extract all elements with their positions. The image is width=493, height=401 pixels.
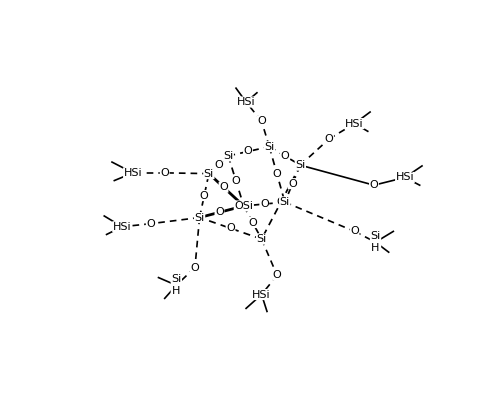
- Text: O: O: [281, 151, 289, 161]
- Text: Si
H: Si H: [370, 231, 381, 253]
- Text: O: O: [273, 169, 282, 179]
- Text: HSi: HSi: [345, 119, 364, 129]
- Text: O: O: [191, 263, 199, 273]
- Text: Si: Si: [204, 169, 214, 178]
- Text: Si: Si: [256, 234, 267, 244]
- Text: O: O: [226, 223, 235, 233]
- Text: O: O: [232, 176, 241, 186]
- Text: Si: Si: [295, 160, 306, 170]
- Text: HSi: HSi: [113, 222, 132, 232]
- Text: O: O: [244, 146, 252, 156]
- Text: O: O: [200, 190, 209, 200]
- Text: O: O: [277, 197, 285, 207]
- Text: O: O: [257, 116, 266, 126]
- Text: O: O: [248, 217, 257, 227]
- Text: O: O: [219, 182, 228, 192]
- Text: O: O: [370, 180, 378, 190]
- Text: O: O: [215, 207, 224, 217]
- Text: O: O: [273, 270, 282, 280]
- Text: O: O: [146, 219, 155, 229]
- Text: O: O: [350, 227, 359, 236]
- Text: HSi: HSi: [252, 290, 271, 300]
- Text: Si: Si: [280, 197, 290, 207]
- Text: O: O: [324, 134, 333, 144]
- Text: HSi: HSi: [124, 168, 142, 178]
- Text: O: O: [214, 160, 223, 170]
- Text: HSi: HSi: [396, 172, 414, 182]
- Text: Si: Si: [223, 151, 233, 161]
- Text: Si
H: Si H: [171, 274, 181, 296]
- Text: HSi: HSi: [237, 97, 255, 107]
- Text: OSi: OSi: [234, 201, 253, 211]
- Text: O: O: [160, 168, 169, 178]
- Text: Si: Si: [264, 142, 275, 152]
- Text: O: O: [288, 178, 297, 188]
- Text: O: O: [260, 199, 269, 209]
- Text: Si: Si: [194, 213, 205, 223]
